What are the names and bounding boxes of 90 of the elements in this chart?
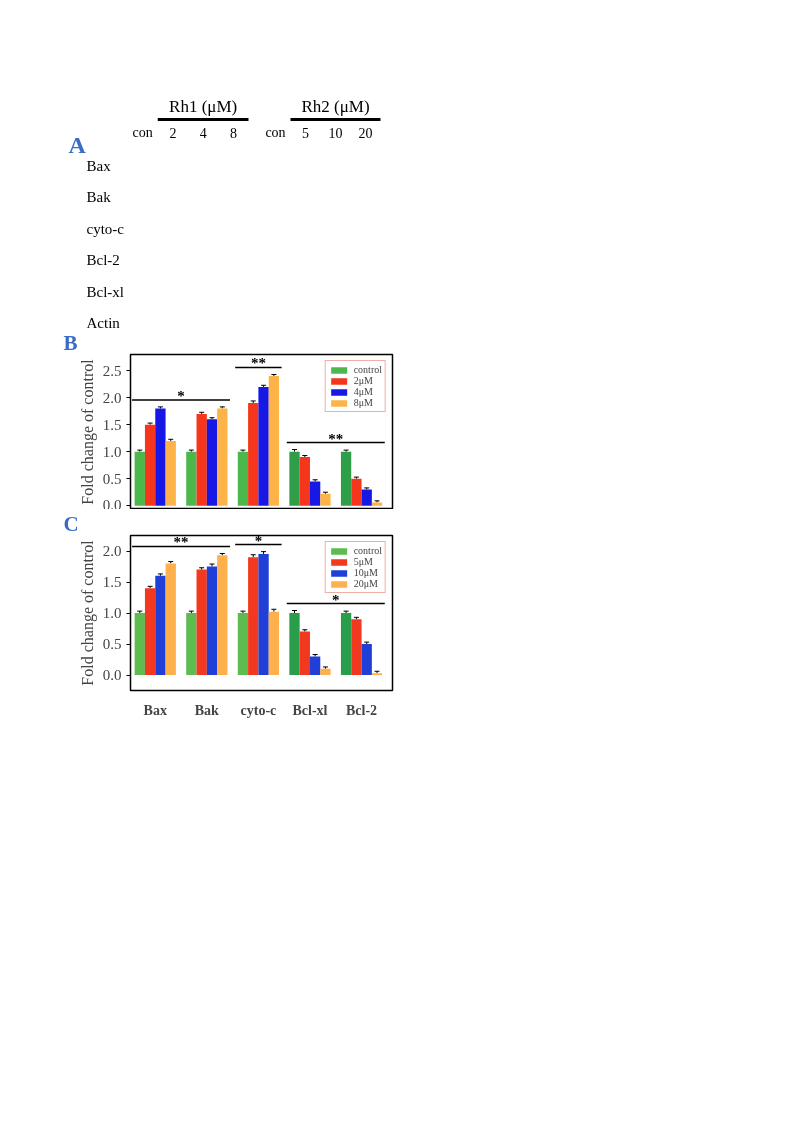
bar — [289, 613, 300, 675]
annotation: ** — [173, 534, 189, 551]
bar — [248, 403, 259, 506]
text: 5 — [302, 125, 309, 141]
y-axis-title: Fold change of control — [78, 539, 97, 686]
text: Rh1 (μM) — [169, 97, 238, 116]
bar — [371, 502, 383, 506]
y-tick-label: 2.0 — [102, 543, 122, 559]
x-tick-label: cyto-c — [240, 702, 277, 718]
bar — [351, 478, 362, 506]
x-tick-label: Bcl-xl — [292, 702, 328, 718]
bar — [155, 408, 166, 506]
text: 2 — [169, 125, 177, 141]
bar — [186, 613, 197, 675]
legend-label: 2μM — [353, 375, 374, 386]
x-tick-label: Bax — [143, 702, 167, 718]
x-tick-label: Bak — [194, 702, 220, 718]
y-tick-label: 0.5 — [102, 636, 122, 652]
bar — [134, 613, 145, 675]
bar — [237, 451, 249, 506]
bar — [258, 386, 269, 506]
chart-title: B — [63, 330, 78, 355]
legend-label: control — [353, 545, 382, 556]
bar — [196, 569, 207, 675]
bar — [268, 611, 280, 675]
text: 4 — [199, 125, 207, 141]
bar — [268, 376, 280, 506]
text: Bak — [86, 189, 112, 205]
text: Bcl-2 — [86, 252, 120, 268]
bar — [320, 668, 331, 675]
annotation: * — [177, 387, 185, 404]
legend-label: 8μM — [353, 397, 374, 408]
y-axis-title: Fold change of control — [78, 358, 97, 505]
y-tick-label: 0.0 — [102, 667, 122, 683]
y-tick-label: 0.5 — [102, 470, 122, 487]
annotation: * — [254, 532, 263, 549]
bar — [361, 644, 372, 675]
bar — [340, 613, 352, 675]
text: con — [132, 125, 153, 140]
y-tick-label: 1.5 — [102, 416, 122, 433]
bar — [299, 631, 310, 675]
text: Actin — [86, 315, 121, 331]
bar — [217, 555, 228, 675]
text: A — [68, 131, 87, 158]
annotation: ** — [328, 430, 344, 447]
legend-label: 4μM — [353, 386, 374, 397]
bar — [309, 481, 321, 506]
bar — [299, 457, 310, 506]
chart-title: C — [63, 511, 79, 536]
bar — [206, 566, 218, 675]
legend-label: 5μM — [353, 556, 374, 567]
annotation: ** — [250, 355, 266, 372]
bar — [351, 619, 362, 675]
bar — [144, 588, 156, 675]
x-tick-label: Bcl-2 — [346, 702, 378, 718]
legend-label: 10μM — [353, 567, 378, 578]
text: con — [265, 125, 286, 140]
text: 8 — [229, 125, 237, 141]
bar — [289, 451, 300, 506]
legend-label: 20μM — [353, 578, 378, 589]
bar — [258, 554, 269, 675]
text: cyto-c — [86, 220, 125, 237]
bar — [340, 451, 352, 506]
bar — [186, 451, 197, 506]
y-tick-label: 0.0 — [102, 496, 122, 513]
bar — [144, 424, 156, 506]
legend-label: control — [353, 364, 382, 375]
bar — [206, 419, 218, 506]
y-tick-label: 2.0 — [102, 389, 122, 406]
bar — [320, 493, 331, 506]
bar — [217, 408, 228, 506]
annotation: * — [332, 591, 340, 608]
bar — [361, 489, 372, 506]
bar — [309, 656, 321, 675]
text: 20 — [358, 125, 373, 141]
bar — [196, 413, 207, 506]
text: 10 — [328, 125, 343, 141]
text: Bcl-xl — [86, 283, 124, 300]
bar — [248, 557, 259, 675]
y-tick-label: 2.5 — [102, 362, 122, 379]
bar — [165, 563, 176, 675]
bar — [155, 575, 166, 675]
bar — [165, 440, 176, 506]
y-tick-label: 1.0 — [102, 605, 122, 621]
bar — [237, 613, 249, 675]
y-tick-label: 1.5 — [102, 574, 122, 590]
y-tick-label: 1.0 — [102, 443, 122, 460]
bar — [134, 451, 145, 506]
text: Rh2 (μM) — [301, 97, 370, 116]
text: Bax — [86, 157, 112, 174]
